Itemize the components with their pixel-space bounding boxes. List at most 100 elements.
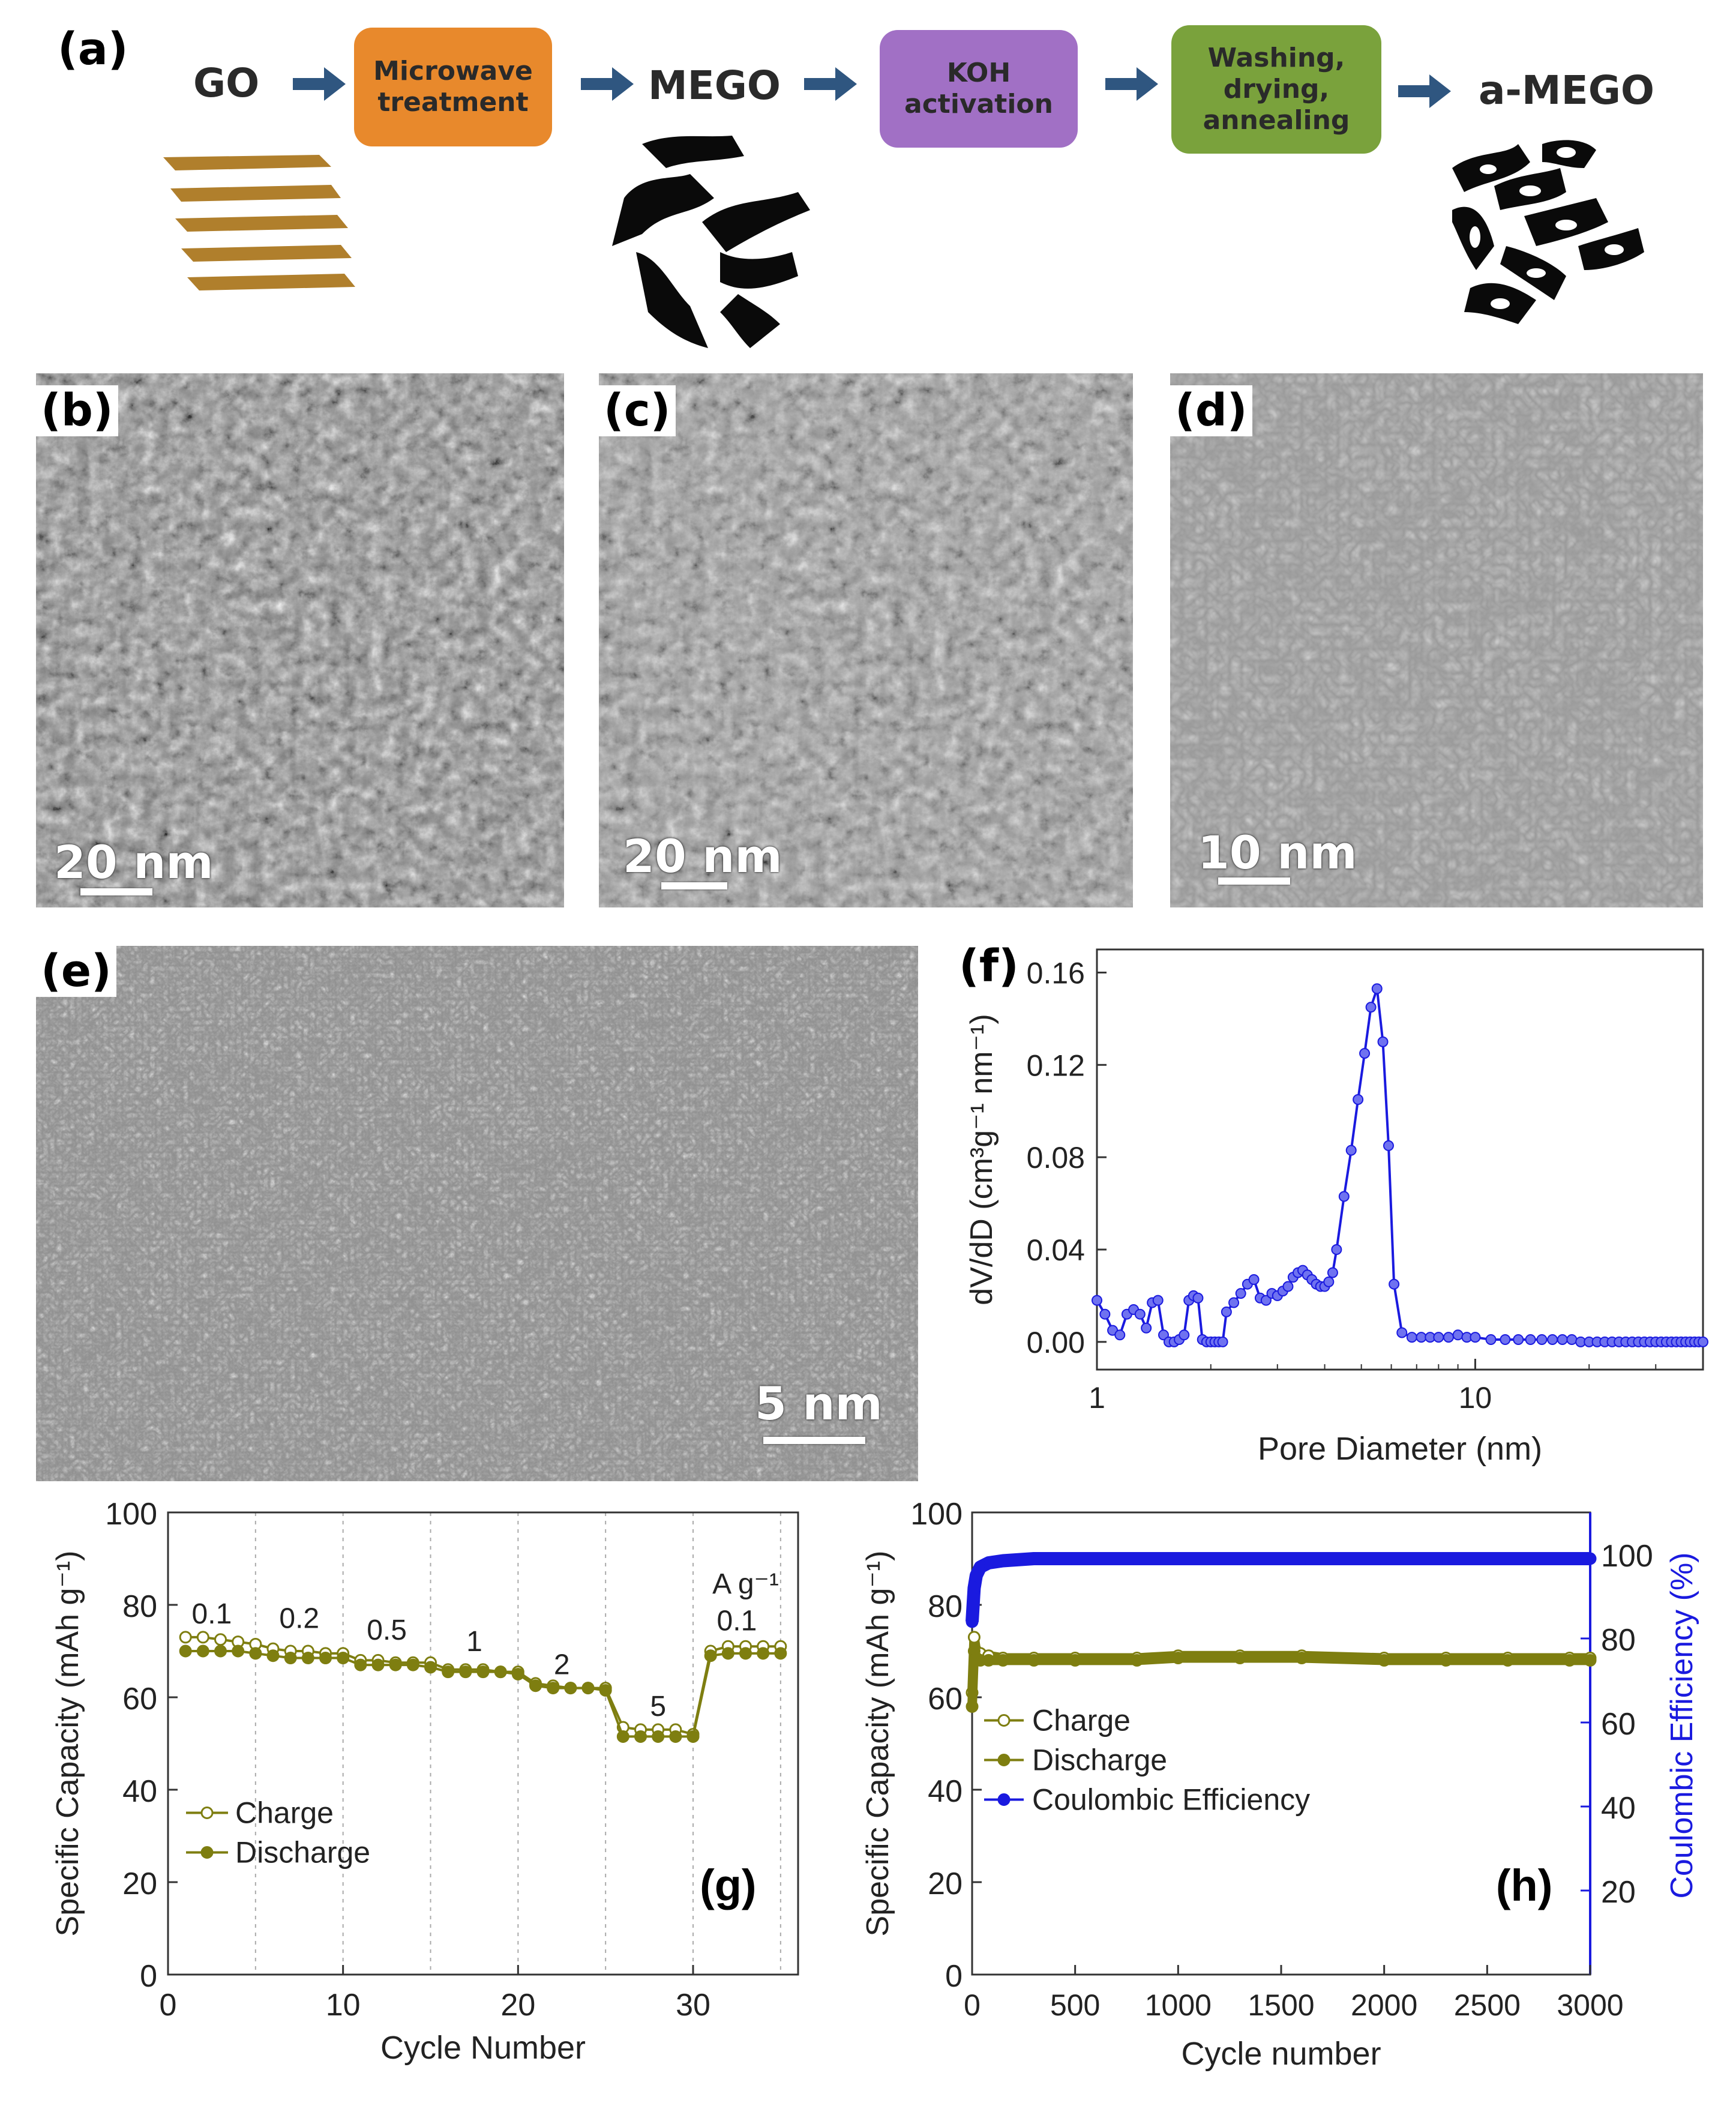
data-point <box>301 1652 314 1665</box>
a-mego-label: a-MEGO <box>1479 67 1654 113</box>
mego-label: MEGO <box>648 62 781 109</box>
data-point <box>669 1730 682 1743</box>
data-point <box>1027 1653 1041 1667</box>
data-point <box>1134 1308 1146 1320</box>
data-point <box>1377 1036 1389 1047</box>
data-point <box>371 1658 385 1671</box>
data-point <box>1383 1140 1394 1151</box>
data-point <box>652 1730 665 1743</box>
rate-label: 5 <box>650 1691 666 1722</box>
data-point <box>1179 1329 1190 1341</box>
data-point <box>354 1658 367 1671</box>
y2-tick-label: 40 <box>1601 1791 1636 1826</box>
legend-label: Charge <box>1032 1704 1131 1737</box>
data-point <box>1698 1336 1708 1347</box>
data-point <box>406 1658 419 1671</box>
y2-tick-label: 80 <box>1601 1623 1636 1658</box>
data-point <box>1171 1552 1185 1565</box>
data-point <box>1500 1334 1511 1345</box>
y2-tick-label: 20 <box>1601 1875 1636 1910</box>
plot-frame <box>1096 948 1704 1371</box>
arrow-right-icon <box>293 67 346 101</box>
x-tick-label: 500 <box>1050 1988 1100 2022</box>
y-tick-label: 80 <box>122 1589 157 1624</box>
y2-axis-label: Coulombic Efficiency (%) <box>1665 1552 1699 1898</box>
x-tick-label: 1000 <box>1145 1988 1212 2022</box>
data-point <box>424 1661 437 1674</box>
scale-bar-b <box>80 888 152 895</box>
panel-label-b: (b) <box>36 385 118 437</box>
data-point <box>686 1730 700 1743</box>
data-point <box>1584 1653 1597 1667</box>
scale-bar-e <box>763 1437 865 1444</box>
y-axis-label: dV/dD (cm³g⁻¹ nm⁻¹) <box>964 1014 999 1305</box>
microwave-line-1: Microwave <box>373 56 533 87</box>
data-point <box>599 1683 612 1697</box>
data-point <box>1440 1653 1453 1667</box>
data-point <box>1389 1278 1400 1290</box>
rate-label: 2 <box>554 1649 570 1681</box>
mego-crumpled-sheets-icon <box>612 136 810 348</box>
scale-label-b: 20 nm <box>54 835 214 889</box>
arrow-right-icon <box>804 67 857 101</box>
x-tick-label: 10 <box>1459 1381 1492 1415</box>
x-axis-label: Cycle number <box>1181 2036 1381 2072</box>
data-point <box>966 1615 979 1628</box>
data-point <box>1099 1308 1111 1320</box>
data-point <box>1295 1552 1308 1565</box>
data-point <box>1563 1653 1576 1667</box>
y-tick-label: 60 <box>928 1682 963 1716</box>
panel-label-e: (e) <box>36 946 116 997</box>
data-point <box>1217 1336 1228 1347</box>
data-point <box>1323 1276 1335 1287</box>
data-point <box>1228 1297 1240 1308</box>
legend-label-discharge: Discharge <box>235 1836 370 1870</box>
rate-label: 0.1 <box>192 1598 232 1630</box>
data-point <box>1396 1327 1408 1338</box>
data-point <box>1233 1652 1246 1665</box>
scale-bar-d <box>1218 877 1290 885</box>
data-point <box>266 1649 280 1662</box>
y-tick-label: 0.08 <box>1027 1141 1085 1175</box>
legend-swatch-marker <box>997 1793 1011 1806</box>
data-point <box>1536 1334 1548 1345</box>
data-point <box>1331 1244 1342 1255</box>
data-point <box>1525 1334 1536 1345</box>
data-point <box>179 1644 192 1658</box>
rate-label: 0.5 <box>367 1614 407 1646</box>
legend-swatch-marker <box>997 1754 1011 1766</box>
data-point <box>704 1649 717 1662</box>
y-tick-label: 0.00 <box>1027 1326 1085 1359</box>
series-band-discharge <box>967 1646 1590 1707</box>
data-point <box>1192 1292 1204 1304</box>
y-tick-label: 20 <box>928 1867 963 1901</box>
data-point <box>757 1647 770 1660</box>
data-point <box>634 1730 647 1743</box>
data-point <box>1069 1552 1082 1565</box>
data-point <box>319 1652 332 1665</box>
data-point <box>511 1668 524 1680</box>
data-point <box>1557 1334 1568 1345</box>
go-sheets-icon <box>163 155 355 290</box>
data-point <box>476 1665 490 1679</box>
data-point <box>967 1631 981 1644</box>
data-point <box>966 1700 979 1713</box>
data-point <box>1345 1145 1357 1156</box>
y-tick-label: 100 <box>910 1497 963 1532</box>
arrow-right-icon <box>581 67 634 101</box>
y-tick-label: 40 <box>122 1774 157 1809</box>
rate-label: 1 <box>466 1626 482 1658</box>
go-label: GO <box>193 60 260 106</box>
data-point <box>232 1644 245 1658</box>
x-tick-label: 2500 <box>1454 1988 1521 2022</box>
y-tick-label: 0.04 <box>1027 1233 1085 1267</box>
legend-label-charge: Charge <box>235 1796 334 1830</box>
wash-line-2: drying, <box>1223 74 1330 105</box>
data-point <box>214 1633 227 1646</box>
x-tick-label: 2000 <box>1351 1988 1417 2022</box>
x-axis-label: Cycle Number <box>380 2030 586 2066</box>
data-point <box>1158 1329 1170 1341</box>
series-line <box>1096 988 1703 1343</box>
data-point <box>529 1679 542 1692</box>
